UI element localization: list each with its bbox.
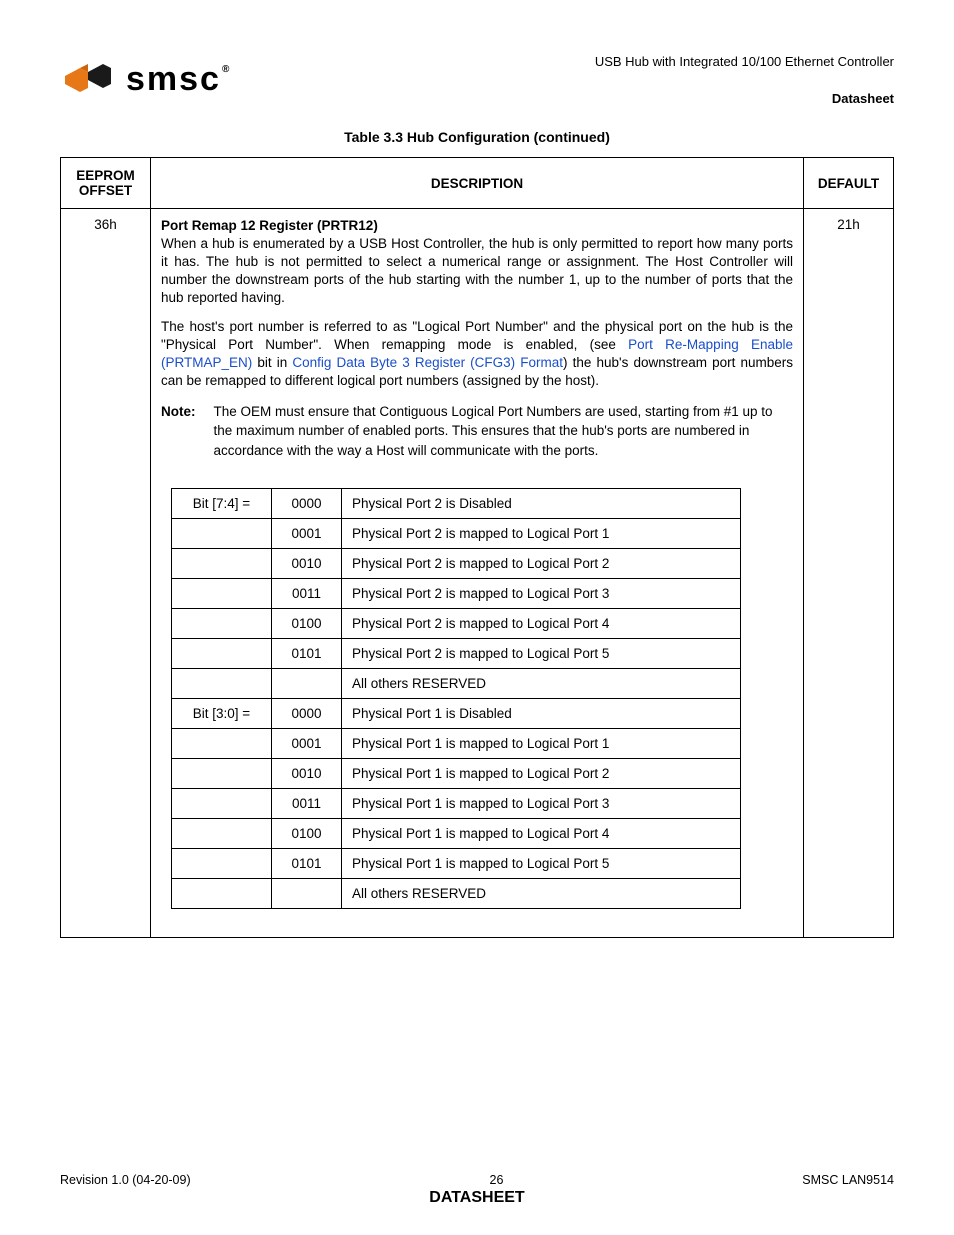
bit-label [172,609,272,639]
bit-row: 0101Physical Port 1 is mapped to Logical… [172,849,741,879]
bit-row: All others RESERVED [172,879,741,909]
note-label: Note: [161,402,196,461]
bit-code: 0011 [272,789,342,819]
note-text: The OEM must ensure that Contiguous Logi… [214,402,794,461]
bit-desc: Physical Port 1 is mapped to Logical Por… [342,789,741,819]
table-header-row: EEPROM OFFSET DESCRIPTION DEFAULT [61,158,894,209]
footer-page: 26 [490,1173,504,1187]
col-description: DESCRIPTION [151,158,804,209]
page-header: smsc® USB Hub with Integrated 10/100 Eth… [60,50,894,111]
bit-desc: Physical Port 1 is mapped to Logical Por… [342,729,741,759]
bit-desc: Physical Port 2 is mapped to Logical Por… [342,639,741,669]
bit-code: 0101 [272,639,342,669]
description-cell: Port Remap 12 Register (PRTR12) When a h… [151,209,804,938]
logo: smsc® [60,58,231,100]
bit-row: 0010Physical Port 2 is mapped to Logical… [172,549,741,579]
bit-code: 0000 [272,699,342,729]
bit-desc: Physical Port 2 is mapped to Logical Por… [342,549,741,579]
bit-code: 0100 [272,609,342,639]
bit-row: 0001Physical Port 2 is mapped to Logical… [172,519,741,549]
bit-row: 0100Physical Port 1 is mapped to Logical… [172,819,741,849]
bit-row: Bit [7:4] =0000Physical Port 2 is Disabl… [172,489,741,519]
bit-label: Bit [7:4] = [172,489,272,519]
description-para1: When a hub is enumerated by a USB Host C… [161,236,793,304]
bit-desc: All others RESERVED [342,669,741,699]
bit-label [172,879,272,909]
page-footer: Revision 1.0 (04-20-09) 26 SMSC LAN9514 … [60,1173,894,1207]
bit-code: 0010 [272,759,342,789]
bit-desc: Physical Port 1 is Disabled [342,699,741,729]
bit-row: 0010Physical Port 1 is mapped to Logical… [172,759,741,789]
bit-code [272,879,342,909]
bit-desc: All others RESERVED [342,879,741,909]
bit-label [172,579,272,609]
bit-row: All others RESERVED [172,669,741,699]
bit-code [272,669,342,699]
bit-desc: Physical Port 2 is mapped to Logical Por… [342,519,741,549]
table-row: 36h Port Remap 12 Register (PRTR12) When… [61,209,894,938]
bit-label [172,669,272,699]
col-default: DEFAULT [804,158,894,209]
bit-desc: Physical Port 2 is mapped to Logical Por… [342,609,741,639]
bit-row: 0100Physical Port 2 is mapped to Logical… [172,609,741,639]
footer-part: SMSC LAN9514 [802,1173,894,1187]
bit-row: 0101Physical Port 2 is mapped to Logical… [172,639,741,669]
bit-label [172,759,272,789]
bit-table: Bit [7:4] =0000Physical Port 2 is Disabl… [171,488,741,909]
bit-desc: Physical Port 1 is mapped to Logical Por… [342,759,741,789]
bit-row: 0011Physical Port 1 is mapped to Logical… [172,789,741,819]
bit-label [172,639,272,669]
logo-icon [60,58,118,100]
bit-desc: Physical Port 2 is Disabled [342,489,741,519]
note-block: Note: The OEM must ensure that Contiguou… [161,402,793,461]
bit-label [172,519,272,549]
bit-row: Bit [3:0] =0000Physical Port 1 is Disabl… [172,699,741,729]
description-para2: The host's port number is referred to as… [161,318,793,389]
product-line: USB Hub with Integrated 10/100 Ethernet … [595,54,894,69]
register-name: Port Remap 12 Register (PRTR12) [161,218,378,233]
bit-label [172,549,272,579]
bit-code: 0101 [272,849,342,879]
footer-revision: Revision 1.0 (04-20-09) [60,1173,191,1187]
bit-label [172,849,272,879]
bit-desc: Physical Port 1 is mapped to Logical Por… [342,849,741,879]
bit-code: 0100 [272,819,342,849]
bit-desc: Physical Port 2 is mapped to Logical Por… [342,579,741,609]
bit-label [172,819,272,849]
bit-label: Bit [3:0] = [172,699,272,729]
link-cfg3[interactable]: Config Data Byte 3 Register (CFG3) Forma… [292,355,563,370]
doc-type-label: Datasheet [595,87,894,112]
default-value: 21h [804,209,894,938]
bit-code: 0001 [272,729,342,759]
col-offset: EEPROM OFFSET [61,158,151,209]
bit-desc: Physical Port 1 is mapped to Logical Por… [342,819,741,849]
bit-label [172,789,272,819]
logo-text: smsc® [126,60,231,99]
bit-row: 0011Physical Port 2 is mapped to Logical… [172,579,741,609]
footer-doctype: DATASHEET [60,1189,894,1207]
bit-code: 0011 [272,579,342,609]
bit-code: 0001 [272,519,342,549]
bit-code: 0000 [272,489,342,519]
offset-value: 36h [61,209,151,938]
table-title: Table 3.3 Hub Configuration (continued) [60,129,894,145]
config-table: EEPROM OFFSET DESCRIPTION DEFAULT 36h Po… [60,157,894,938]
bit-label [172,729,272,759]
bit-row: 0001Physical Port 1 is mapped to Logical… [172,729,741,759]
bit-code: 0010 [272,549,342,579]
